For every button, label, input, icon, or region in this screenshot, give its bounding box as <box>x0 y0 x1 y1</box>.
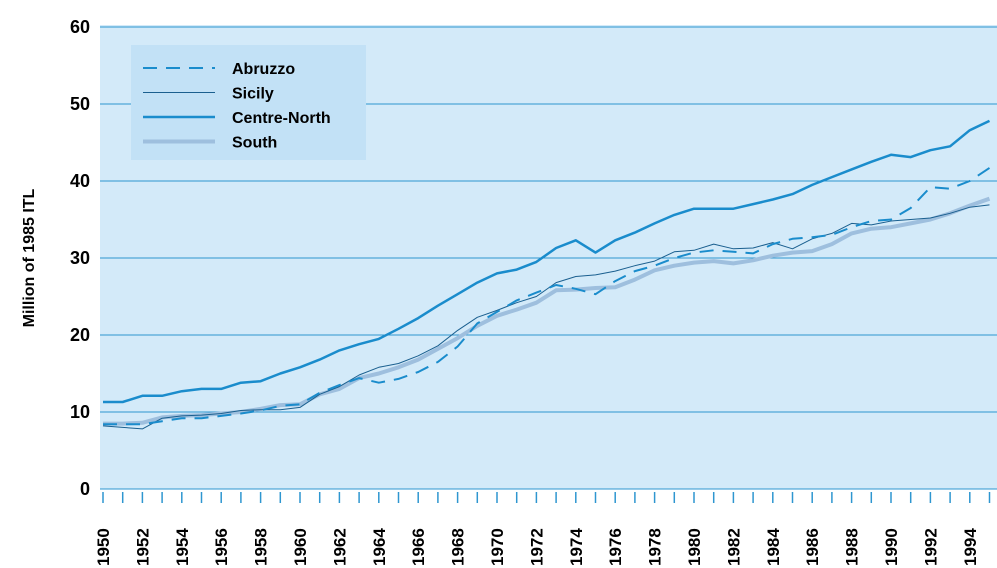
y-tick-label: 20 <box>70 325 90 345</box>
legend-label: Centre-North <box>232 110 331 127</box>
legend-label: Sicily <box>232 86 274 103</box>
y-tick-label: 50 <box>70 94 90 114</box>
x-tick-label: 1960 <box>291 528 310 566</box>
x-tick-label: 1950 <box>94 528 113 566</box>
x-tick-label: 1982 <box>724 528 743 566</box>
series-line <box>103 167 991 426</box>
x-tick-label: 1990 <box>882 528 901 566</box>
x-tick-label: 1988 <box>843 528 862 566</box>
x-tick-label: 1956 <box>212 528 231 566</box>
x-tick-label: 1968 <box>449 528 468 566</box>
series-line <box>103 119 991 404</box>
legend-label: South <box>232 135 277 152</box>
y-tick-label: 40 <box>70 171 90 191</box>
x-tick-label: 1976 <box>606 528 625 566</box>
legend-label: Abruzzo <box>232 61 295 78</box>
x-tick-label: 1986 <box>803 528 822 566</box>
x-tick-label: 1994 <box>961 528 980 566</box>
y-tick-label: 0 <box>80 479 90 499</box>
x-tick-label: 1958 <box>252 528 271 566</box>
x-tick-label: 1966 <box>409 528 428 566</box>
x-tick-label: 1964 <box>370 528 389 566</box>
x-tick-label: 1978 <box>646 528 665 566</box>
x-tick-label: 1974 <box>567 528 586 566</box>
x-tick-label: 1954 <box>173 528 192 566</box>
series-line <box>102 204 990 430</box>
x-tick-label: 1980 <box>685 528 704 566</box>
x-tick-label: 1972 <box>527 528 546 566</box>
x-tick-label: 1984 <box>764 528 783 566</box>
y-tick-label: 60 <box>70 17 90 37</box>
y-tick-label: 30 <box>70 248 90 268</box>
x-tick-label: 1952 <box>133 528 152 566</box>
y-axis-label: Million of 1985 ITL <box>21 188 38 327</box>
x-tick-label: 1992 <box>921 528 940 566</box>
x-tick-label: 1970 <box>488 528 507 566</box>
x-tick-label: 1962 <box>330 528 349 566</box>
y-tick-label: 10 <box>70 402 90 422</box>
